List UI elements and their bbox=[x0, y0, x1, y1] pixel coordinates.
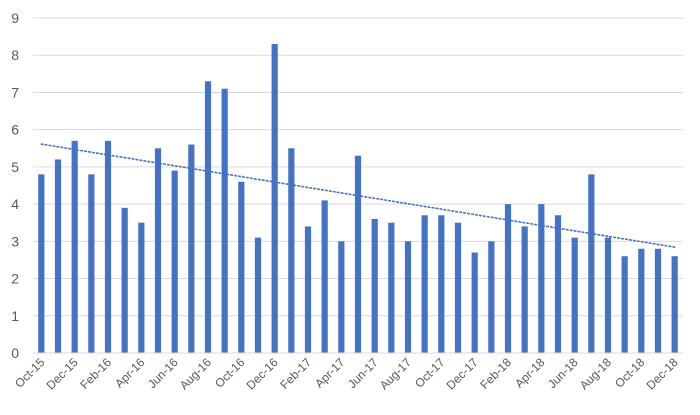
bar-Nov-16 bbox=[254, 237, 262, 353]
bar-Nov-15 bbox=[54, 159, 62, 353]
bar-Jan-16 bbox=[88, 174, 95, 353]
bar-Apr-16 bbox=[138, 222, 145, 353]
bar-Dec-15 bbox=[71, 140, 78, 353]
bar-Mar-17 bbox=[321, 200, 328, 353]
bar-Feb-16 bbox=[104, 140, 112, 353]
x-tick-label: Dec-18 bbox=[644, 355, 681, 392]
bar-Oct-15 bbox=[38, 174, 45, 353]
bar-Jun-17 bbox=[371, 219, 378, 353]
bar-May-18 bbox=[554, 215, 562, 353]
bar-May-16 bbox=[154, 148, 162, 353]
bar-Jan-18 bbox=[488, 241, 495, 353]
bar-Jul-16 bbox=[188, 144, 195, 353]
y-tick-label: 8 bbox=[11, 47, 19, 63]
x-tick-label: Jun-17 bbox=[345, 355, 381, 391]
x-tick-label: Oct-17 bbox=[412, 355, 448, 391]
y-tick-label: 6 bbox=[11, 122, 19, 138]
x-tick-label: Dec-15 bbox=[44, 355, 81, 392]
bar-Oct-16 bbox=[238, 181, 245, 353]
x-tick-label: Aug-17 bbox=[377, 355, 414, 392]
bar-Dec-16 bbox=[271, 44, 278, 354]
y-tick-label: 4 bbox=[11, 196, 19, 212]
bar-Feb-17 bbox=[304, 226, 312, 353]
x-tick-label: Jun-18 bbox=[545, 355, 581, 391]
trendline-linear bbox=[40, 143, 676, 248]
x-tick-label: Oct-18 bbox=[612, 355, 648, 391]
y-tick-label: 1 bbox=[11, 308, 19, 324]
bar-Apr-17 bbox=[338, 241, 345, 353]
x-tick-label: Aug-16 bbox=[177, 355, 214, 392]
x-tick-label: Oct-16 bbox=[212, 355, 248, 391]
bars bbox=[38, 44, 678, 354]
bar-Feb-18 bbox=[504, 204, 512, 353]
y-tick-label: 0 bbox=[11, 345, 19, 361]
x-tick-label: Apr-17 bbox=[312, 355, 348, 391]
y-tick-label: 7 bbox=[11, 84, 19, 100]
bar-Jul-17 bbox=[388, 222, 395, 353]
y-tick-labels: 0 1 2 3 4 5 6 7 8 9 bbox=[11, 10, 19, 361]
x-tick-label: Apr-18 bbox=[512, 355, 548, 391]
bar-Apr-18 bbox=[538, 204, 545, 353]
trendline bbox=[40, 143, 676, 248]
x-tick-label: Feb-17 bbox=[277, 355, 314, 392]
x-tick-label: Dec-16 bbox=[244, 355, 281, 392]
y-tick-label: 9 bbox=[11, 10, 19, 26]
bar-Nov-18 bbox=[654, 248, 662, 353]
x-tick-label: Aug-18 bbox=[577, 355, 614, 392]
x-tick-label: Jun-16 bbox=[145, 355, 181, 391]
bar-Sep-17 bbox=[421, 215, 428, 353]
x-tick-label: Feb-18 bbox=[477, 355, 514, 392]
bar-Jan-17 bbox=[288, 148, 295, 353]
bar-Sep-16 bbox=[221, 88, 228, 353]
bar-Jun-18 bbox=[571, 237, 578, 353]
x-tick-label: Feb-16 bbox=[77, 355, 114, 392]
bar-Mar-18 bbox=[521, 226, 528, 353]
bar-Aug-16 bbox=[204, 81, 212, 354]
bar-May-17 bbox=[354, 155, 362, 353]
bar-Jul-18 bbox=[588, 174, 595, 353]
bar-Jun-16 bbox=[171, 170, 178, 353]
bar-Nov-17 bbox=[454, 222, 462, 353]
y-tick-label: 3 bbox=[11, 233, 19, 249]
bar-Aug-18 bbox=[604, 237, 612, 353]
bar-Oct-18 bbox=[638, 248, 645, 353]
y-tick-label: 2 bbox=[11, 271, 19, 287]
bar-Sep-18 bbox=[621, 256, 628, 353]
bar-Oct-17 bbox=[438, 215, 445, 353]
bar-Aug-17 bbox=[404, 241, 412, 353]
bar-Dec-18 bbox=[671, 256, 678, 353]
bar-Mar-16 bbox=[121, 207, 128, 353]
x-tick-label: Apr-16 bbox=[112, 355, 148, 391]
bar-Dec-17 bbox=[471, 252, 478, 353]
y-tick-label: 5 bbox=[11, 159, 19, 175]
x-tick-label: Dec-17 bbox=[444, 355, 481, 392]
x-tick-labels: Oct-15Dec-15Feb-16Apr-16Jun-16Aug-16Oct-… bbox=[12, 355, 681, 392]
